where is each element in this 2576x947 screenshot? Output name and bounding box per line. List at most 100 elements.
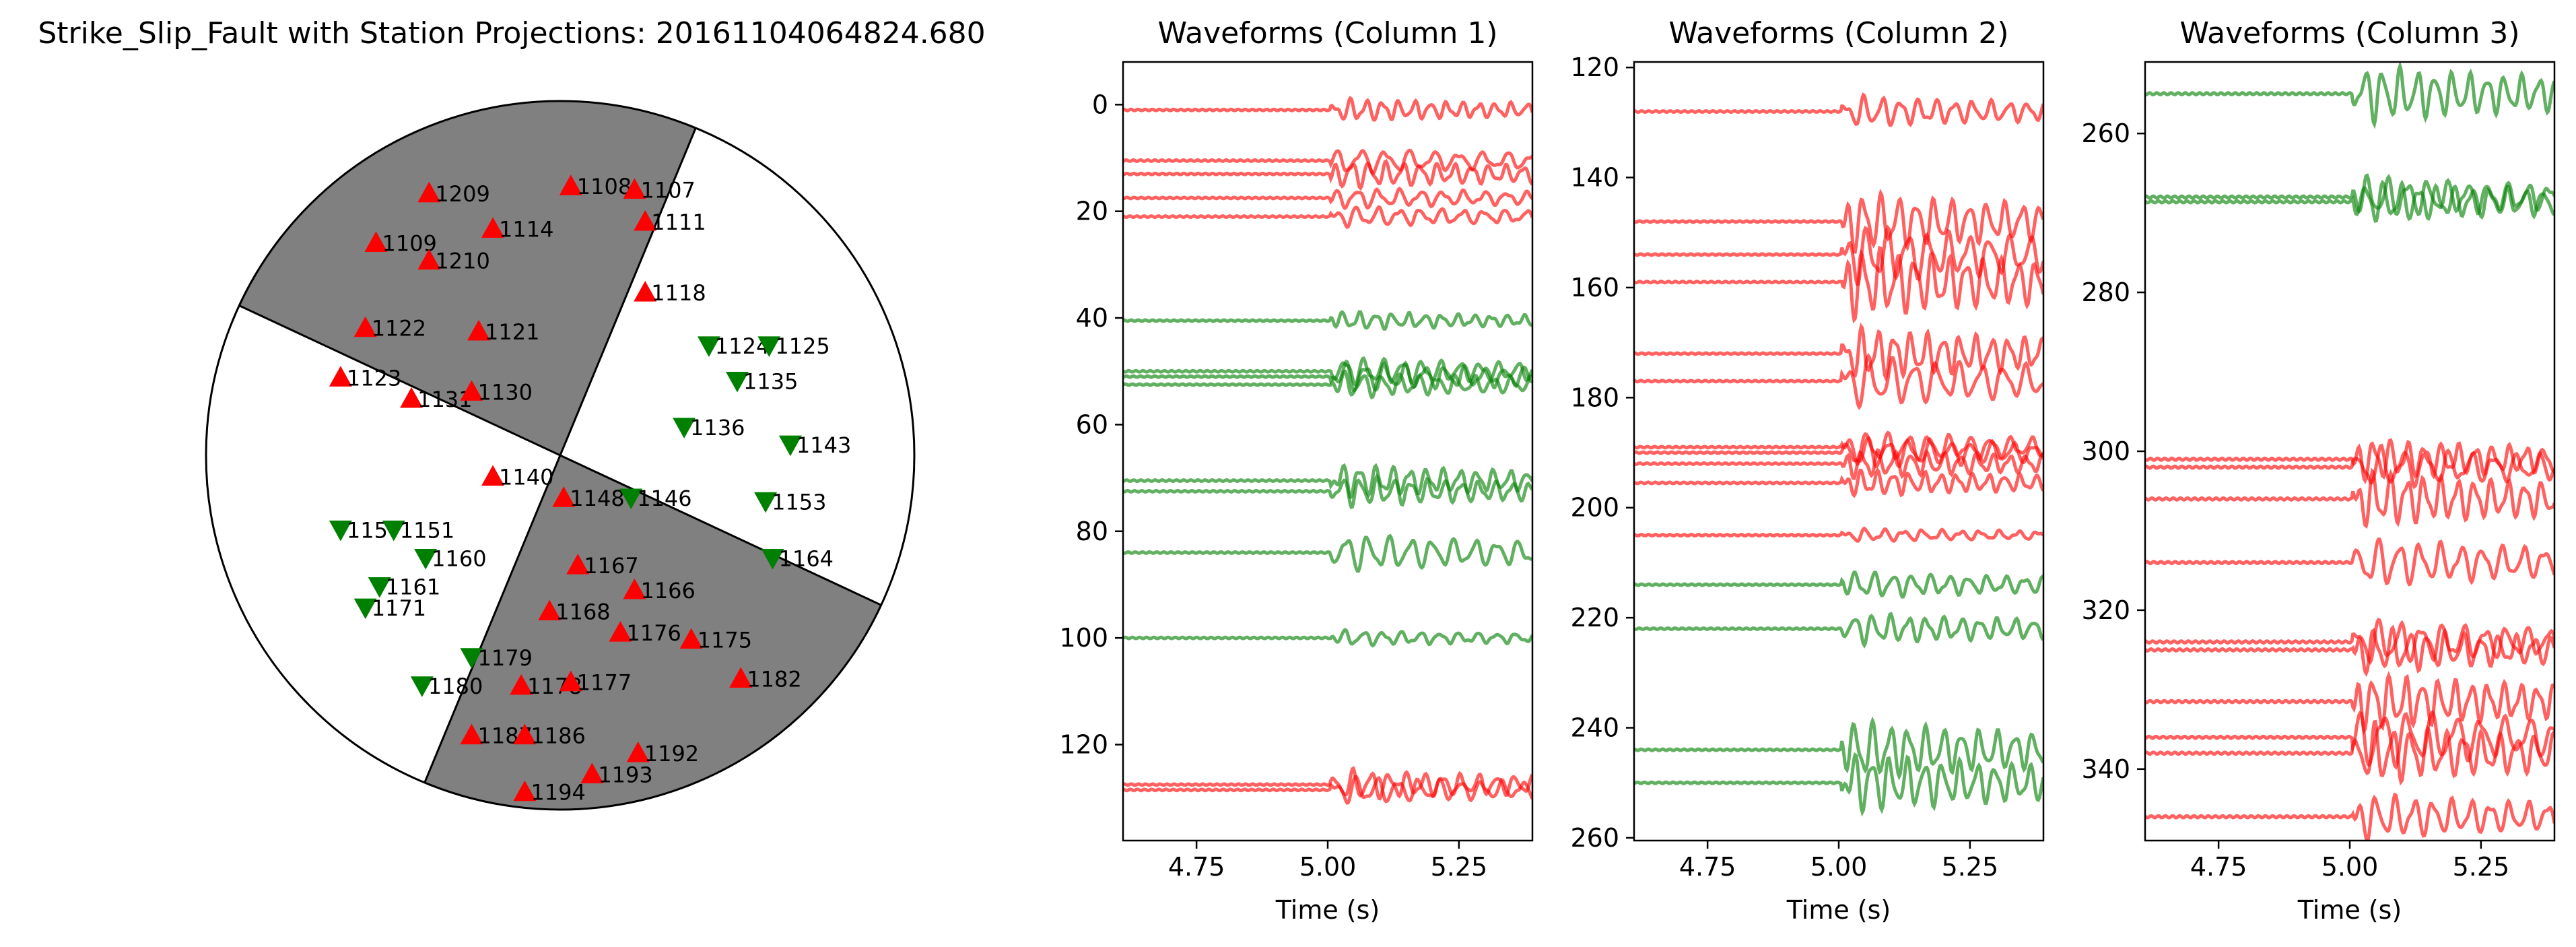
station-label: 1209 [435,181,489,207]
station-label: 1153 [772,489,826,515]
waveform-trace [1123,359,1532,393]
focal-sphere-outline [205,100,916,811]
dilatation-marker [414,548,438,570]
x-tick-label: 4.75 [1679,852,1736,882]
compression-marker [609,621,632,642]
waveform-trace [1634,612,2043,649]
waveform-trace [2145,537,2554,587]
station-label: 1136 [690,415,745,440]
compression-marker [626,741,650,762]
waveform-trace [2145,173,2554,217]
compression-marker [538,599,562,621]
dilatation-marker [726,371,749,393]
compression-marker [634,281,657,302]
waveform-trace [1123,775,1532,805]
station-label: 1108 [577,174,632,199]
compression-marker [329,366,352,387]
station-label: 1107 [640,178,695,203]
x-tick-label: 5.25 [1431,852,1488,882]
station-label: 1148 [570,486,624,511]
station-label: 1166 [640,578,695,603]
station-label: 1164 [779,546,834,572]
y-tick-label: 160 [1570,273,1619,302]
y-tick-label: 180 [1570,383,1619,412]
waveform-trace [1123,766,1532,801]
y-tick-label: 300 [2081,436,2130,466]
station-label: 1186 [531,723,585,749]
compression-marker [679,628,703,649]
waveform-trace [1634,224,2043,286]
waveform-trace [1123,473,1532,510]
x-tick-label: 5.00 [2321,852,2379,882]
axes-frame [1122,61,1534,842]
compression-marker [481,217,505,238]
dilatation-marker [368,577,391,598]
station-label: 1140 [499,465,553,490]
compression-marker [513,723,537,745]
waveform-trace [2145,62,2554,129]
beachball-title: Strike_Slip_Fault with Station Projectio… [38,16,985,51]
station-label: 1161 [386,575,440,600]
waveform-trace [1123,627,1532,648]
dilatation-marker [382,520,405,542]
waveform-trace [2145,710,2554,771]
dilatation-marker [754,492,778,513]
y-tick-label: 200 [1570,493,1619,523]
waveform-trace [1634,245,2043,324]
y-tick-label: 0 [1092,90,1108,119]
waveform-trace [2145,624,2554,678]
y-tick-label: 280 [2081,277,2130,307]
waveform-trace [2145,792,2554,841]
compression-marker [364,231,388,252]
waveform-col2-plot: 4.75 5.00 5.25 120 140 160 180 200 220 240 260 [1570,53,2045,882]
compression-marker [460,723,483,745]
y-tick-label: 140 [1570,163,1619,193]
y-tick-label: 340 [2081,754,2130,784]
y-tick-label: 260 [2081,119,2130,148]
compression-marker [623,178,646,199]
y-tick-label: 100 [1059,623,1108,653]
x-tick-label: 5.25 [2453,852,2510,882]
waveform-trace [1123,310,1532,331]
station-label: 1192 [644,741,699,766]
waveform-col3-plot: 4.75 5.00 5.25 260 280 300 320 340 [2081,61,2556,882]
compression-marker [417,181,441,203]
station-label: 1114 [499,216,553,242]
station-label: 1121 [485,319,539,345]
waveform-trace [1634,430,2043,466]
station-label: 1111 [651,209,706,235]
station-label: 1175 [698,628,752,653]
station-label: 1143 [796,432,851,458]
waveform-trace [1634,526,2043,543]
waveform-trace [2145,719,2554,786]
dilatation-marker [778,435,802,457]
dilatation-marker [761,548,784,570]
dilatation-marker [757,336,781,357]
compressional-quadrant-lower [424,455,881,810]
waveform-trace [1123,148,1532,176]
y-tick-label: 80 [1076,517,1108,546]
station-label: 1171 [372,595,426,621]
traces-group [1634,92,2043,817]
station-label: 1123 [347,365,401,391]
dilatation-marker [673,418,696,438]
waveform-trace [1634,752,2043,817]
station-label: 1135 [743,369,798,395]
compression-marker [353,316,377,337]
y-tick-label: 60 [1076,410,1108,439]
waveform-trace [1634,189,2043,254]
station-label: 1168 [555,599,610,624]
waveform-trace [1634,322,2043,383]
compression-marker [481,465,505,486]
waveform-trace [1634,448,2043,481]
y-tick-label: 240 [1570,713,1619,743]
waveform-col2-title: Waveforms (Column 2) [1668,16,2008,51]
station-label: 1122 [372,316,426,341]
waveform-trace [1123,463,1532,499]
compression-marker [513,780,537,802]
x-tick-label: 5.00 [1299,852,1357,882]
y-tick-label: 120 [1059,729,1108,759]
x-tick-label: 4.75 [2190,852,2247,882]
